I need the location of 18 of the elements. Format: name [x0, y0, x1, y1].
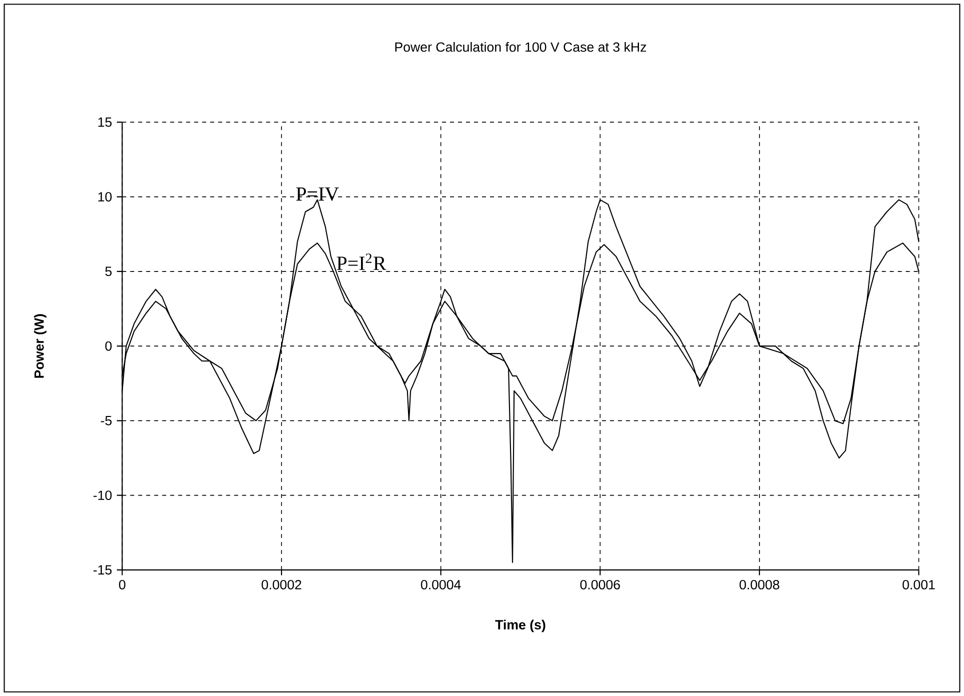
x-tick-label: 0.0006 [580, 580, 620, 590]
y-tick-label: 0 [105, 341, 112, 351]
chart-title: Power Calculation for 100 V Case at 3 kHz [395, 42, 646, 52]
y-axis-title: Power (W) [34, 314, 46, 378]
x-tick-label: 0.0002 [262, 580, 302, 590]
y-tick-label: -15 [93, 565, 112, 575]
x-tick-label: 0.0008 [740, 580, 780, 590]
series-label: P=IV [296, 187, 339, 201]
y-tick-label: 10 [98, 192, 112, 202]
y-tick-label: 15 [98, 117, 112, 127]
x-tick-label: 0.0004 [420, 580, 461, 590]
series-label: P=I$^{2}$R [336, 254, 386, 270]
y-tick-label: -10 [93, 490, 112, 500]
y-tick-label: 5 [105, 266, 112, 276]
x-tick-label: 0 [119, 580, 126, 590]
x-axis-title: Time (s) [495, 620, 546, 632]
x-tick-label: 0.001 [902, 580, 935, 590]
y-tick-label: -5 [100, 416, 112, 426]
